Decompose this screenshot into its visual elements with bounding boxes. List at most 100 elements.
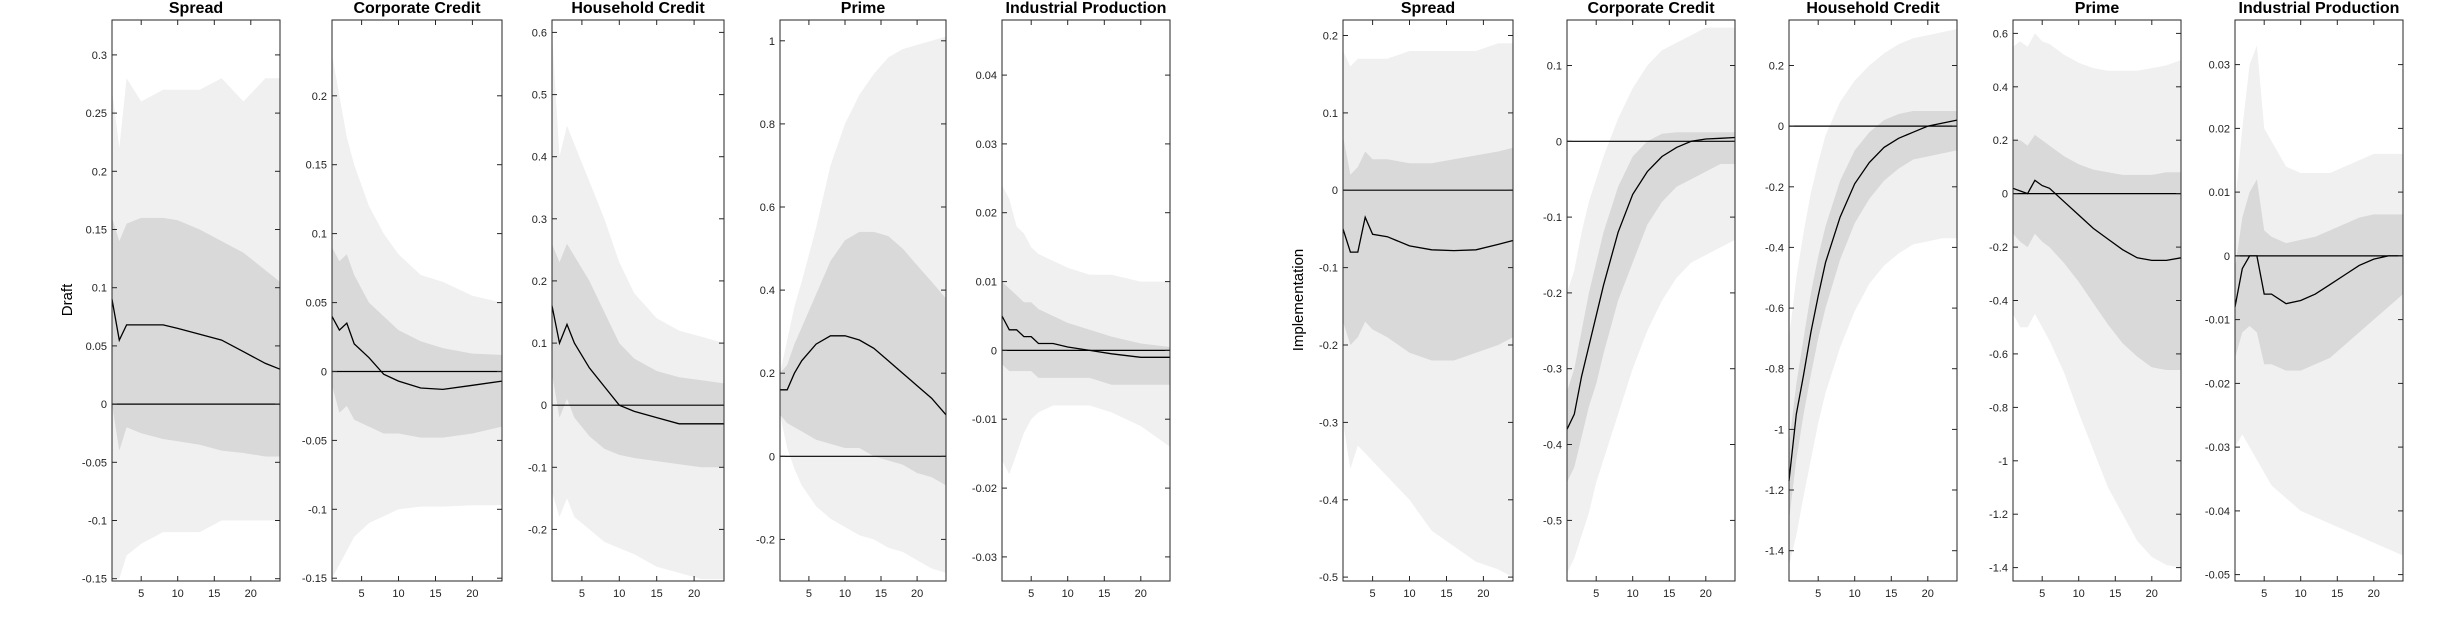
y-tick-label: 0.1 — [532, 338, 547, 350]
y-tick-label: 0.04 — [976, 70, 997, 82]
y-tick-label: -0.2 — [1543, 288, 1562, 300]
panel-1: -0.15 -0.1 -0.05 0 0.05 0.1 0.15 0.2 0.25 0.3 5 10 1… — [59, 0, 281, 600]
x-tick-label: 15 — [2331, 588, 2343, 600]
x-tick-label: 20 — [466, 588, 478, 600]
median-line — [1342, 215, 1514, 253]
y-tick-label: -0.02 — [2205, 378, 2230, 390]
y-tick-label: 0.15 — [306, 160, 327, 172]
x-tick-label: 20 — [688, 588, 700, 600]
y-tick-label: 0.6 — [760, 202, 775, 214]
panel-5: -0.03 -0.02 -0.01 0 0.01 0.02 0.03 0.04 5 10 15 20 I… — [972, 0, 1171, 600]
median-line — [111, 299, 281, 370]
axes-box — [111, 19, 281, 582]
inner-band — [1789, 111, 1957, 521]
x-tick-label: 5 — [138, 588, 144, 600]
x-tick-label: 5 — [1593, 588, 1599, 600]
x-tick-label: 5 — [1370, 588, 1376, 600]
y-tick-label: -0.03 — [2205, 442, 2230, 454]
x-tick-label: 10 — [1627, 588, 1639, 600]
y-tick-label: 0 — [991, 345, 997, 357]
y-tick-label: -0.1 — [308, 504, 327, 516]
y-tick-label: 0.25 — [86, 108, 107, 120]
x-tick-label: 5 — [2039, 588, 2045, 600]
x-tick-label: 5 — [359, 588, 365, 600]
x-tick-label: 10 — [1062, 588, 1074, 600]
y-tick-label: 0.02 — [976, 208, 997, 220]
inner-band — [332, 247, 502, 438]
y-tick-label: -0.4 — [1543, 440, 1562, 452]
panel-title: Spread — [1401, 0, 1455, 17]
x-tick-label: 15 — [429, 588, 441, 600]
axes-box — [2234, 19, 2404, 582]
outer-band — [332, 54, 502, 579]
axes-box — [1566, 19, 1736, 582]
y-tick-label: 0 — [1332, 185, 1338, 197]
y-tick-label: 0.2 — [1323, 31, 1338, 43]
y-tick-label: 0 — [541, 400, 547, 412]
y-tick-label: -0.2 — [1765, 182, 1784, 194]
y-tick-label: 0 — [1778, 121, 1784, 133]
y-tick-label: 0 — [2224, 251, 2230, 263]
y-tick-label: 0.02 — [2209, 123, 2230, 135]
y-tick-label: -0.1 — [1543, 212, 1562, 224]
y-tick-label: -0.4 — [1765, 242, 1784, 254]
y-tick-label: -0.4 — [1319, 495, 1338, 507]
y-tick-label: 0.2 — [532, 276, 547, 288]
x-tick-label: 10 — [2073, 588, 2085, 600]
x-tick-label: 10 — [392, 588, 404, 600]
x-tick-label: 5 — [579, 588, 585, 600]
y-tick-label: -0.01 — [2205, 315, 2230, 327]
median-line — [551, 305, 724, 425]
x-tick-label: 10 — [613, 588, 625, 600]
x-tick-label: 15 — [2109, 588, 2121, 600]
inner-band — [552, 243, 724, 468]
y-tick-label: 0.03 — [2209, 60, 2230, 72]
y-tick-label: 0.2 — [1769, 61, 1784, 73]
y-tick-label: 0.6 — [1993, 28, 2008, 40]
axes-box — [1342, 19, 1514, 582]
x-tick-label: 10 — [839, 588, 851, 600]
y-tick-label: 0.4 — [760, 285, 775, 297]
x-tick-label: 15 — [1098, 588, 1110, 600]
median-line — [2234, 255, 2403, 308]
inner-band — [1002, 281, 1170, 385]
y-axis-label: Implementation — [1290, 249, 1307, 352]
y-tick-label: -0.15 — [82, 574, 107, 586]
x-tick-label: 15 — [1440, 588, 1452, 600]
y-tick-label: -0.1 — [1319, 263, 1338, 275]
panel-title: Prime — [2075, 0, 2120, 17]
y-tick-label: 0 — [1556, 136, 1562, 148]
y-tick-label: 0 — [2002, 189, 2008, 201]
inner-band — [112, 217, 280, 457]
y-tick-label: -0.05 — [82, 457, 107, 469]
y-tick-label: 0.4 — [532, 152, 547, 164]
median-line — [1566, 136, 1736, 430]
y-tick-label: -1 — [1774, 424, 1784, 436]
x-tick-label: 20 — [2368, 588, 2380, 600]
y-tick-label: 0 — [769, 451, 775, 463]
x-tick-label: 10 — [172, 588, 184, 600]
y-tick-label: -0.2 — [1989, 242, 2008, 254]
y-tick-label: 0.8 — [760, 119, 775, 131]
x-tick-label: 5 — [806, 588, 812, 600]
x-tick-label: 10 — [1849, 588, 1861, 600]
y-tick-label: -0.5 — [1543, 515, 1562, 527]
y-tick-label: 0.01 — [976, 277, 997, 289]
x-tick-label: 5 — [1815, 588, 1821, 600]
x-tick-label: 15 — [208, 588, 220, 600]
y-tick-label: 0.05 — [306, 298, 327, 310]
y-tick-label: -0.03 — [972, 552, 997, 564]
median-line — [1788, 119, 1958, 481]
x-tick-label: 10 — [2295, 588, 2307, 600]
y-tick-label: 0.3 — [92, 50, 107, 62]
axes-box — [331, 19, 503, 582]
panel-6: -0.5 -0.4 -0.3 -0.2 -0.1 0 0.1 0.2 5 10 15 20 Spread… — [1290, 0, 1514, 600]
x-tick-label: 20 — [911, 588, 923, 600]
y-tick-label: -1.2 — [1989, 509, 2008, 521]
y-tick-label: -0.4 — [1989, 296, 2008, 308]
y-tick-label: 0.5 — [532, 90, 547, 102]
panel-8: -1.4 -1.2 -1 -0.8 -0.6 -0.4 -0.2 0 0.2 5 10 15 20 Hou… — [1765, 0, 1958, 600]
y-tick-label: 0 — [321, 367, 327, 379]
y-tick-label: -0.01 — [972, 414, 997, 426]
y-tick-label: -0.15 — [302, 573, 327, 585]
